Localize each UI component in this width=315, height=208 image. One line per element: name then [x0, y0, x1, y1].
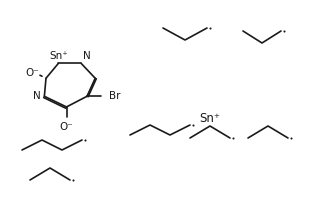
Text: N: N — [33, 91, 40, 101]
Text: N: N — [83, 52, 91, 62]
Text: O⁻: O⁻ — [25, 68, 39, 78]
Text: Br: Br — [109, 91, 121, 101]
Text: Sn⁺: Sn⁺ — [49, 52, 68, 62]
Text: O⁻: O⁻ — [60, 122, 73, 132]
Text: Sn⁺: Sn⁺ — [199, 111, 220, 125]
